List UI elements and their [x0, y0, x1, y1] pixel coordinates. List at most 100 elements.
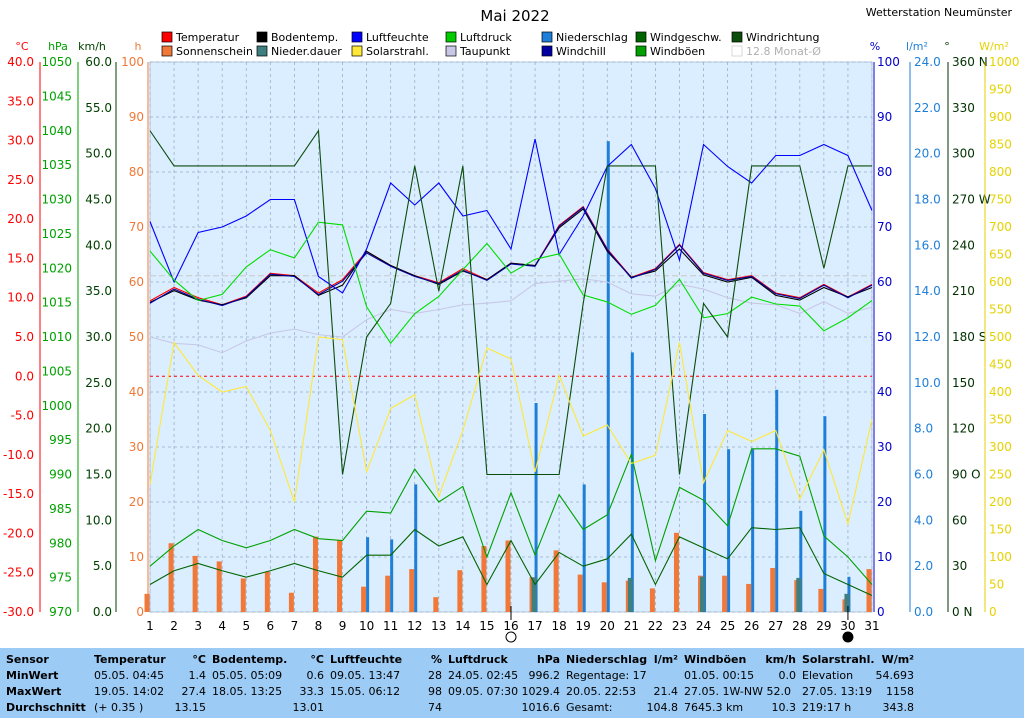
- axis-tick-solar: 700: [989, 220, 1012, 234]
- axis-tick-dir: 210: [952, 284, 975, 298]
- axis-tick-rain: 20.0: [914, 147, 941, 161]
- stats-cell-value: 13.15: [174, 701, 207, 714]
- bar-niederschlag: [534, 403, 538, 612]
- axis-tick-solar: 750: [989, 193, 1012, 207]
- axis-tick-solar: 650: [989, 248, 1012, 262]
- stats-col-unit: °C: [192, 653, 206, 666]
- legend-swatch: [161, 31, 173, 43]
- axis-tick-temp: 15.0: [7, 251, 34, 265]
- axis-tick-press: 1000: [41, 399, 72, 413]
- axis-tick-hum: 70: [877, 220, 892, 234]
- series-solarstrahl: [149, 336, 873, 527]
- series-windrichtung: [149, 129, 872, 476]
- axis-tick-press: 1010: [41, 330, 72, 344]
- axis-tick-solar: 1000: [989, 55, 1020, 69]
- axis-tick-dir: 150: [952, 376, 975, 390]
- axis-tick-wind: 15.0: [85, 468, 112, 482]
- bar-sonnenschein: [770, 568, 776, 612]
- stats-cell-label: 27.05. 1W-NW 52.0: [684, 685, 791, 698]
- axis-tick-rain: 24.0: [914, 55, 941, 69]
- axis-tick-press: 1025: [41, 227, 72, 241]
- bar-sonnenschein: [433, 597, 439, 612]
- axis-tick-press: 1015: [41, 296, 72, 310]
- x-tick-label: 3: [194, 619, 202, 633]
- stats-cell-label: 24.05. 02:45: [448, 669, 519, 682]
- legend-swatch: [256, 45, 268, 57]
- axis-tick-temp: 20.0: [7, 212, 34, 226]
- x-tick-label: 25: [720, 619, 735, 633]
- stats-cell-label: (+ 0.35 ): [94, 701, 144, 714]
- axis-tick-rain: 16.0: [914, 238, 941, 252]
- axis-unit-label: hPa: [48, 40, 68, 53]
- x-tick-label: 28: [792, 619, 807, 633]
- axis-tick-dir: 240: [952, 238, 975, 252]
- axis-tick-press: 1030: [41, 193, 72, 207]
- legend-label: Windgeschw.: [650, 31, 722, 44]
- axis-unit-label: km/h: [78, 40, 106, 53]
- bar-niederschlag: [390, 539, 394, 612]
- series-windgeschw: [149, 527, 873, 597]
- stats-col-unit: W/m²: [881, 653, 914, 666]
- axis-tick-rain: 6.0: [914, 468, 933, 482]
- axis-unit-label: h: [135, 40, 142, 53]
- station-name: Wetterstation Neumünster: [866, 6, 1013, 19]
- axis-tick-temp: -5.0: [11, 409, 34, 423]
- stats-cell-label: 219:17 h: [802, 701, 852, 714]
- x-tick-label: 11: [383, 619, 398, 633]
- axis-tick-dir: 60: [952, 513, 967, 527]
- axis-tick-rain: 12.0: [914, 330, 941, 344]
- stats-cell-value: 27.4: [181, 685, 207, 698]
- axis-tick-wind: 10.0: [85, 513, 112, 527]
- axis-tick-dir: 330: [952, 101, 975, 115]
- legend-swatch: [635, 31, 647, 43]
- x-tick-label: 24: [696, 619, 711, 633]
- legend-label: Niederschlag: [556, 31, 628, 44]
- axis-tick-hum: 100: [877, 55, 900, 69]
- axis-tick-press: 990: [49, 468, 72, 482]
- stats-cell-label: 09.05. 13:47: [330, 669, 401, 682]
- stats-cell-label: 19.05. 14:02: [94, 685, 165, 698]
- legend-label: Solarstrahl.: [366, 45, 429, 58]
- axis-tick-dir: 30: [952, 559, 967, 573]
- x-tick-label: 16: [503, 619, 518, 633]
- stats-col-name: Windböen: [684, 653, 747, 666]
- bar-niederschlag: [799, 510, 803, 612]
- axis-tick-rain: 0.0: [914, 605, 933, 619]
- x-tick-label: 9: [339, 619, 347, 633]
- axis-unit-label: W/m²: [979, 40, 1009, 53]
- x-tick-label: 22: [648, 619, 663, 633]
- legend-label: Nieder.dauer: [271, 45, 342, 58]
- stats-cell-value: 104.8: [646, 701, 679, 714]
- axis-tick-rain: 18.0: [914, 193, 941, 207]
- axis-tick-solar: 50: [989, 578, 1004, 592]
- legend-swatch: [731, 45, 743, 57]
- bar-niederschlag: [606, 141, 610, 612]
- stats-cell-value: 343.8: [882, 701, 915, 714]
- legend-label: Bodentemp.: [271, 31, 338, 44]
- stats-cell-label: Elevation: [802, 669, 854, 682]
- axis-tick-press: 1035: [41, 158, 72, 172]
- axis-tick-dir: 270 W: [952, 193, 991, 207]
- axis-tick-wind: 55.0: [85, 101, 112, 115]
- axis-tick-solar: 0: [989, 605, 997, 619]
- axis-tick-solar: 250: [989, 468, 1012, 482]
- axis-unit-label: °C: [15, 40, 29, 53]
- stats-col-name: Temperatur: [94, 653, 166, 666]
- x-tick-label: 27: [768, 619, 783, 633]
- stats-cell-label: Regentage: 17: [566, 669, 647, 682]
- weather-chart: 1 2 3 4 5 6 7 8 9 10 11 12 13 14 15 16 17 18 19 20 21 22 23 24 2…: [3, 6, 1020, 643]
- bar-sonnenschein: [409, 569, 415, 612]
- stats-panel: Sensor MinWert MaxWert Durchschnitt Temperat…: [0, 648, 1024, 718]
- axis-tick-wind: 50.0: [85, 147, 112, 161]
- axis-tick-hum: 10: [877, 550, 892, 564]
- axis-tick-hum: 20: [877, 495, 892, 509]
- legend-label: Taupunkt: [459, 45, 511, 58]
- bar-niederschlag: [823, 416, 827, 612]
- stats-cell-label: Gesamt:: [566, 701, 613, 714]
- axis-tick-wind: 25.0: [85, 376, 112, 390]
- axis-tick-solar: 600: [989, 275, 1012, 289]
- bar-sonnenschein: [168, 543, 174, 612]
- x-tick-label: 8: [315, 619, 323, 633]
- stats-cell-value: 10.3: [771, 701, 797, 714]
- axis-tick-solar: 950: [989, 83, 1012, 97]
